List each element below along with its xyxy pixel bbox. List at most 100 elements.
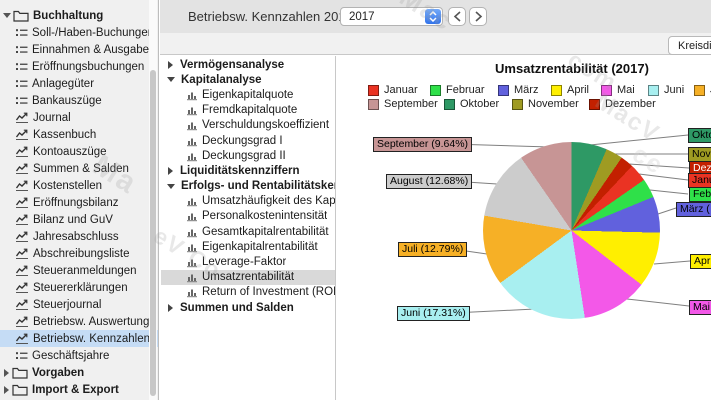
sidebar-item-er-ffnungsbuchungen[interactable]: Eröffnungsbuchungen [0,58,158,75]
sidebar-item-vorgaben[interactable]: Vorgaben [0,364,158,381]
callout-line [626,298,690,307]
sidebar-item-kostenstellen[interactable]: Kostenstellen [0,177,158,194]
line-chart-icon [15,230,29,243]
legend-swatch [512,98,523,110]
bar-chart-icon [186,271,198,283]
legend-item-januar: Januar [368,84,418,96]
bar-chart-icon [186,195,198,207]
sidebar-item-bankausz-ge[interactable]: Bankauszüge [0,92,158,109]
tree-item-deckungsgrad-ii[interactable]: Deckungsgrad II [161,148,335,163]
tree-item-verschuldungskoeffizient[interactable]: Verschuldungskoeffizient [161,118,335,133]
sidebar-item-jahresabschluss[interactable]: Jahresabschluss [0,228,158,245]
stepper-icon[interactable] [425,9,441,24]
legend-label: September [384,98,438,110]
bar-chart-icon [186,256,198,268]
sidebar-item-soll-haben-buchungen[interactable]: Soll-/Haben-Buchungen [0,24,158,41]
sidebar-item-label: Betriebsw. Auswertung [33,315,150,328]
sidebar-item-journal[interactable]: Journal [0,109,158,126]
pie-callout-m-rz: März ( [676,202,711,217]
sidebar-item-steueranmeldungen[interactable]: Steueranmeldungen [0,262,158,279]
sidebar-item-label: Jahresabschluss [33,230,119,243]
bar-chart-icon [186,226,198,238]
tree-item-personalkostenintensit-t[interactable]: Personalkostenintensität [161,209,335,224]
sidebar-item-betriebsw-auswertung[interactable]: Betriebsw. Auswertung [0,313,158,330]
line-chart-icon [15,196,29,209]
disclosure-collapsed-icon[interactable] [4,368,9,377]
sidebar-item-buchhaltung[interactable]: Buchhaltung [0,7,158,24]
sidebar-scrollbar[interactable] [149,0,157,400]
disclosure-expanded-icon[interactable] [167,77,175,83]
tree-item-label: Erfolgs- und Rentabilitätskennz... [181,180,335,193]
line-chart-icon [15,247,29,260]
sidebar-item-label: Kassenbuch [33,128,97,141]
disclosure-expanded-icon[interactable] [167,183,175,189]
legend-item-februar: Februar [430,84,485,96]
metrics-tree: Vermögensanalyse Kapitalanalyse Eigenkapit… [161,56,335,401]
sidebar-item-kassenbuch[interactable]: Kassenbuch [0,126,158,143]
disclosure-expanded-icon[interactable] [3,13,11,18]
tree-item-deckungsgrad-i[interactable]: Deckungsgrad I [161,133,335,148]
line-chart-icon [15,315,29,328]
legend-item-september: September [368,98,438,110]
pie-callout-juni: Juni (17.31%) [397,306,470,321]
sidebar-item-einnahmen-ausgaben[interactable]: Einnahmen & Ausgaben [0,41,158,58]
line-chart-icon [15,162,29,175]
folder-icon [12,383,28,396]
disclosure-collapsed-icon[interactable] [168,303,173,312]
tree-item-eigenkapitalquote[interactable]: Eigenkapitalquote [161,87,335,102]
sidebar-item-anlageg-ter[interactable]: Anlagegüter [0,75,158,92]
tree-item-gesamtkapitalrentabilit-t[interactable]: Gesamtkapitalrentabilität [161,224,335,239]
disclosure-collapsed-icon[interactable] [168,166,173,175]
callout-line [628,163,690,169]
legend-label: März [514,84,539,96]
legend-item-april: April [551,84,589,96]
tree-item-label: Fremdkapitalquote [202,104,298,117]
sidebar-item-abschreibungsliste[interactable]: Abschreibungsliste [0,245,158,262]
tree-item-umsatzh-ufigkeit-des-kapitals[interactable]: Umsatzhäufigkeit des Kapitals [161,194,335,209]
sidebar-item-steuererkl-rungen[interactable]: Steuererklärungen [0,279,158,296]
tree-item-kapitalanalyse[interactable]: Kapitalanalyse [161,72,335,87]
sidebar-item-gesch-ftsjahre[interactable]: Geschäftsjahre [0,347,158,364]
sidebar-item-label: Buchhaltung [33,9,104,22]
pie-chart[interactable] [483,142,660,319]
sidebar-item-label: Betriebsw. Kennzahlen [33,332,150,345]
sidebar-scrollbar-thumb[interactable] [150,70,156,396]
sidebar-item-betriebsw-kennzahlen[interactable]: Betriebsw. Kennzahlen [0,330,158,347]
tree-item-leverage-faktor[interactable]: Leverage-Faktor [161,254,335,269]
sidebar-item-bilanz-und-guv[interactable]: Bilanz und GuV [0,211,158,228]
chevron-left-icon [453,11,461,22]
disclosure-collapsed-icon[interactable] [4,385,9,394]
tree-item-summen-und-salden[interactable]: Summen und Salden [161,300,335,315]
list-icon [15,43,28,56]
sidebar-item-steuerjournal[interactable]: Steuerjournal [0,296,158,313]
year-select[interactable]: 2017 [340,7,443,26]
sidebar-item-label: Anlagegüter [32,77,95,90]
tree-item-verm-gensanalyse[interactable]: Vermögensanalyse [161,57,335,72]
legend-label: November [528,98,579,110]
tree-item-return-of-investment-roi[interactable]: Return of Investment (ROI) [161,285,335,300]
sidebar-item-label: Import & Export [32,383,119,396]
previous-year-button[interactable] [448,7,466,26]
legend-swatch [368,84,379,96]
sidebar-item-import-export[interactable]: Import & Export [0,381,158,398]
sidebar-item-er-ffnungsbilanz[interactable]: Eröffnungsbilanz [0,194,158,211]
chart-type-button[interactable]: Kreisdiagramm [668,36,711,55]
legend-swatch [368,98,379,110]
next-year-button[interactable] [469,7,487,26]
tree-item-fremdkapitalquote[interactable]: Fremdkapitalquote [161,103,335,118]
disclosure-collapsed-icon[interactable] [168,60,173,69]
bar-chart-icon [186,104,198,116]
tree-item-eigenkapitalrentabilit-t[interactable]: Eigenkapitalrentabilität [161,239,335,254]
sidebar-item-label: Bilanz und GuV [33,213,113,226]
sidebar-items: Buchhaltung Soll-/Haben-Buchungen Einnahme… [0,7,158,398]
sidebar-item-kontoausz-ge[interactable]: Kontoauszüge [0,143,158,160]
tree-item-label: Eigenkapitalquote [202,88,294,101]
chevron-right-icon [474,11,482,22]
tree-item-umsatzrentabilit-t[interactable]: Umsatzrentabilität [161,269,335,285]
tree-item-liquidit-tskennziffern[interactable]: Liquiditätskennziffern [161,163,335,178]
legend-label: Mai [617,84,635,96]
pie-callout-januar: Januar ( [688,173,711,188]
sidebar-item-summen-salden[interactable]: Summen & Salden [0,160,158,177]
pie-callout-mai: Mai (1 [689,300,711,315]
tree-item-erfolgs-und-rentabilit-tskennz[interactable]: Erfolgs- und Rentabilitätskennz... [161,179,335,194]
